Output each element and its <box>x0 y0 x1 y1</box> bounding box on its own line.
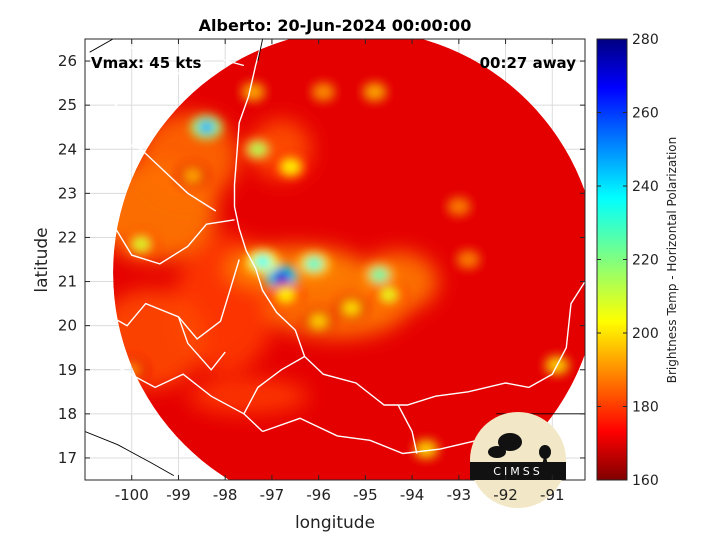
feature-core <box>449 199 468 214</box>
x-axis-ticks: -100 -99 -98 -97 -96 -95 -94 -93 -92 -91 <box>115 39 565 504</box>
x-tick-label: -92 <box>493 486 518 504</box>
vmax-annotation: Vmax: 45 kts <box>91 54 201 72</box>
plot-title: Alberto: 20-Jun-2024 00:00:00 <box>199 16 472 35</box>
feature-core <box>379 287 398 302</box>
feature-core <box>459 252 478 267</box>
colorbar-tick-label: 240 <box>632 179 659 195</box>
state-border <box>85 117 217 212</box>
x-tick-label: -94 <box>400 486 425 504</box>
swath-features <box>115 79 573 462</box>
y-tick-label: 26 <box>58 52 77 70</box>
feature-core <box>132 237 151 252</box>
state-border <box>85 201 235 265</box>
feature-core <box>365 84 384 99</box>
state-border <box>121 39 245 80</box>
colorbar-tick-label: 180 <box>632 400 659 416</box>
feature-core <box>370 267 389 282</box>
y-tick-label: 24 <box>58 140 77 158</box>
logo-circle <box>470 412 566 508</box>
y-tick-label: 20 <box>58 317 77 335</box>
outer-border <box>89 39 114 53</box>
colorbar-tick-label: 280 <box>632 32 659 48</box>
feature-core <box>253 254 272 269</box>
feature-core <box>309 314 328 329</box>
x-tick-label: -98 <box>213 486 238 504</box>
x-tick-label: -96 <box>306 486 331 504</box>
state-border <box>243 355 305 415</box>
feature-core <box>281 159 300 174</box>
y-tick-label: 22 <box>58 228 77 246</box>
feature-core <box>304 256 323 271</box>
colorbar-tick-label: 260 <box>632 106 659 122</box>
x-tick-label: -93 <box>447 486 472 504</box>
cimss-logo: CIMSS <box>470 412 566 508</box>
x-tick-label: -100 <box>115 486 149 504</box>
x-axis-label: longitude <box>295 513 375 533</box>
feature-core <box>183 168 202 183</box>
y-tick-label: 25 <box>58 96 77 114</box>
y-tick-label: 18 <box>58 405 77 423</box>
brightness-swath <box>113 39 585 480</box>
colorbar-tick-label: 220 <box>632 253 659 269</box>
outer-border <box>257 39 264 62</box>
logo-tower-icon <box>539 445 551 459</box>
colorbar-ticks: 160 180 200 220 240 260 280 <box>597 32 659 489</box>
x-tick-label: -99 <box>166 486 191 504</box>
time-away-annotation: 00:27 away <box>480 54 577 72</box>
colorbar-tick-label: 200 <box>632 326 659 342</box>
feature-core <box>276 287 295 302</box>
feature-core <box>248 142 267 157</box>
map-plot-area <box>85 39 585 480</box>
logo-dish-icon <box>498 433 522 451</box>
y-tick-label: 19 <box>58 361 77 379</box>
y-tick-label: 17 <box>58 449 77 467</box>
y-axis-label: latitude <box>32 227 52 292</box>
feature-core <box>197 120 216 135</box>
state-border <box>89 51 123 111</box>
y-axis-ticks: 17 18 19 20 21 22 23 24 25 26 <box>58 52 585 467</box>
y-tick-label: 23 <box>58 184 77 202</box>
x-tick-label: -91 <box>540 486 565 504</box>
feature-core <box>272 270 291 285</box>
x-tick-label: -95 <box>353 486 378 504</box>
colorbar: 160 180 200 220 240 260 280 Brightness Temp - … <box>596 32 679 489</box>
colorbar-tick-label: 160 <box>632 473 659 489</box>
state-border <box>177 316 226 371</box>
feature-core <box>417 442 436 457</box>
plot-frame <box>84 38 586 481</box>
logo-band <box>470 462 566 480</box>
logo-text: CIMSS <box>493 465 542 478</box>
x-tick-label: -97 <box>260 486 285 504</box>
colorbar-gradient <box>596 38 628 481</box>
y-tick-label: 21 <box>58 273 77 291</box>
coastline-borders <box>85 39 585 455</box>
haze-patch <box>188 378 309 415</box>
feature-core <box>244 84 263 99</box>
colorbar-label: Brightness Temp - Horizontal Polarizatio… <box>665 137 679 384</box>
outer-border <box>85 431 175 476</box>
feature-core <box>342 301 361 316</box>
state-border <box>397 404 418 454</box>
feature-core <box>314 84 333 99</box>
gulf-coastline <box>233 39 585 406</box>
